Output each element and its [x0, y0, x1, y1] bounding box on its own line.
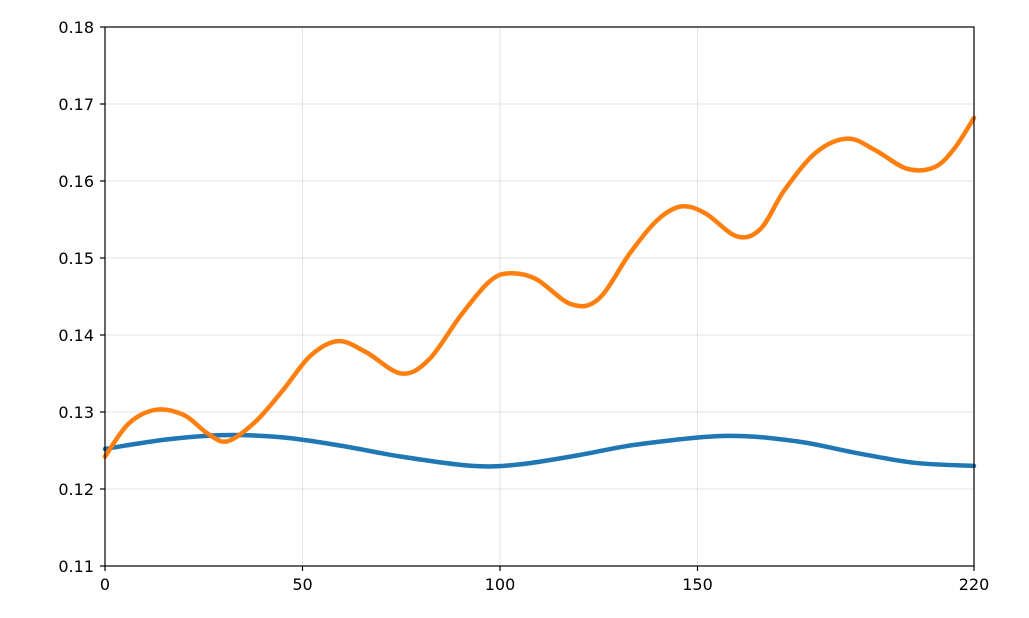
- x-tick-label: 0: [100, 575, 110, 594]
- y-tick-label: 0.18: [58, 18, 94, 37]
- series-line-2: [102, 115, 977, 459]
- x-tick-label: 150: [682, 575, 713, 594]
- x-tick-label: 50: [292, 575, 312, 594]
- series-group: [102, 115, 977, 469]
- y-axis: 0.11 0.12 0.13 0.14 0.15 0.16 0.17 0.18: [58, 18, 105, 576]
- y-tick-label: 0.13: [58, 403, 94, 422]
- series-line-1: [102, 432, 977, 469]
- y-tick-label: 0.16: [58, 172, 94, 191]
- x-axis: 0 50 100 150 220: [100, 566, 989, 594]
- y-tick-label: 0.11: [58, 557, 94, 576]
- plot-frame: [104, 26, 975, 567]
- y-tick-label: 0.14: [58, 326, 94, 345]
- x-tick-label: 220: [959, 575, 990, 594]
- grid-lines: [104, 26, 975, 567]
- x-tick-label: 100: [485, 575, 516, 594]
- y-tick-label: 0.15: [58, 249, 94, 268]
- y-tick-label: 0.12: [58, 480, 94, 499]
- y-tick-label: 0.17: [58, 95, 94, 114]
